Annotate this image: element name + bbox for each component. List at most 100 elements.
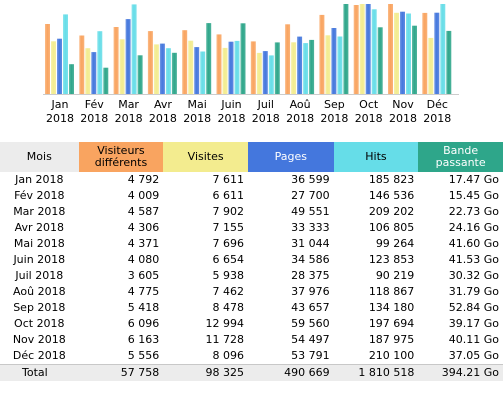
bar-bande-passante-0 — [69, 64, 74, 94]
bar-visiteurs-diff-rents-3 — [147, 31, 153, 95]
cell-visits: 7 155 — [212, 221, 244, 234]
cell-month: Nov 2018 — [12, 333, 66, 346]
table-row: Mai 2018 4 371 7 696 31 044 99 264 41.60 Go — [0, 236, 503, 252]
cell-pages: 31 044 — [291, 237, 330, 250]
table-row: Juin 2018 4 080 6 654 34 586 123 853 41.53 Go — [0, 252, 503, 268]
bar-pages-11 — [434, 12, 440, 95]
cell-bandwidth: 40.11 Go — [448, 333, 499, 346]
x-tick-year: 2018 — [355, 112, 383, 125]
bar-visiteurs-diff-rents-5 — [216, 34, 222, 94]
bar-pages-1 — [91, 52, 97, 94]
bar-visiteurs-diff-rents-7 — [285, 24, 291, 94]
cell-month: Oct 2018 — [14, 317, 65, 330]
bar-hits-10 — [406, 13, 411, 94]
bar-hits-6 — [268, 55, 274, 94]
header-visitors: Visiteurs différents — [78, 142, 164, 172]
bar-visites-9 — [359, 4, 365, 94]
bar-pages-7 — [297, 36, 303, 94]
table-row: Nov 2018 6 163 11 728 54 497 187 975 40.11 Go — [0, 332, 503, 348]
header-visits: Visites — [163, 142, 248, 172]
cell-visitors: 4 371 — [127, 237, 160, 250]
cell-visitors: 6 163 — [127, 333, 160, 346]
bar-bande-passante-2 — [137, 55, 143, 94]
bar-hits-3 — [165, 48, 171, 94]
x-tick-year: 2018 — [115, 112, 143, 125]
x-tick-month: Juin — [220, 98, 241, 111]
cell-month: Déc 2018 — [12, 349, 66, 362]
bar-hits-2 — [131, 4, 137, 94]
bar-visiteurs-diff-rents-2 — [113, 27, 119, 94]
header-bandwidth: Bande passante — [418, 142, 503, 172]
x-tick-month: Aoû — [290, 98, 311, 111]
x-tick-month: Avr — [154, 98, 172, 111]
bar-hits-1 — [97, 31, 103, 94]
cell-hits: 187 975 — [368, 333, 415, 346]
bar-visiteurs-diff-rents-10 — [388, 4, 393, 94]
cell-month: Jan 2018 — [15, 173, 64, 186]
cell-visitors: 5 556 — [127, 349, 160, 362]
cell-visits: 7 462 — [212, 285, 244, 298]
total-month: Total — [0, 364, 79, 381]
cell-hits: 209 202 — [368, 205, 415, 218]
cell-bandwidth: 24.16 Go — [448, 221, 499, 234]
bar-bande-passante-5 — [240, 23, 246, 94]
cell-bandwidth: 15.45 Go — [448, 189, 499, 202]
bar-pages-4 — [194, 47, 200, 94]
header-visitors-line2: différents — [94, 156, 148, 169]
bar-hits-9 — [371, 9, 377, 94]
cell-visitors: 4 009 — [127, 189, 160, 202]
bar-visiteurs-diff-rents-1 — [79, 35, 85, 94]
header-bandwidth-line2: passante — [435, 156, 486, 169]
cell-month: Sep 2018 — [13, 301, 66, 314]
table-row: Oct 2018 6 096 12 994 59 560 197 694 39.17 Go — [0, 316, 503, 332]
bar-visites-0 — [51, 41, 56, 94]
x-tick-month: Déc — [427, 98, 448, 111]
cell-hits: 210 100 — [368, 349, 415, 362]
cell-month: Mar 2018 — [13, 205, 66, 218]
bar-visites-2 — [119, 39, 125, 94]
bar-visites-1 — [85, 48, 91, 94]
cell-hits: 99 264 — [375, 237, 415, 250]
bar-hits-8 — [337, 36, 343, 94]
cell-bandwidth: 39.17 Go — [448, 317, 499, 330]
bar-hits-7 — [303, 43, 309, 94]
x-tick-year: 2018 — [389, 112, 417, 125]
cell-bandwidth: 22.73 Go — [448, 205, 499, 218]
bar-visiteurs-diff-rents-0 — [45, 24, 50, 94]
bar-pages-5 — [228, 41, 234, 94]
cell-visits: 8 096 — [212, 349, 244, 362]
cell-month: Avr 2018 — [14, 221, 65, 234]
header-visitors-line1: Visiteurs — [97, 144, 145, 157]
x-tick-year: 2018 — [149, 112, 177, 125]
x-tick-month: Mar — [118, 98, 139, 111]
total-bandwidth: 394.21 Go — [418, 364, 503, 381]
cell-bandwidth: 30.32 Go — [448, 269, 499, 282]
bar-pages-10 — [400, 11, 405, 95]
cell-pages: 34 586 — [291, 253, 330, 266]
bar-visites-6 — [256, 52, 262, 94]
x-tick-year: 2018 — [423, 112, 451, 125]
total-visits: 98 325 — [163, 364, 248, 381]
header-pages: Pages — [247, 142, 334, 172]
cell-hits: 90 219 — [375, 269, 415, 282]
bar-bande-passante-10 — [412, 25, 417, 95]
cell-visits: 11 728 — [205, 333, 244, 346]
bar-bande-passante-4 — [206, 23, 212, 95]
monthly-stats-table: Mois Visiteurs différents Visites Pages H… — [0, 142, 503, 381]
bar-bande-passante-6 — [274, 42, 280, 94]
bar-hits-4 — [200, 51, 206, 94]
table-row: Sep 2018 5 418 8 478 43 657 134 180 52.84 Go — [0, 300, 503, 316]
cell-hits: 106 805 — [368, 221, 415, 234]
bar-visiteurs-diff-rents-6 — [250, 41, 256, 94]
cell-bandwidth: 17.47 Go — [448, 173, 499, 186]
cell-month: Juil 2018 — [15, 269, 64, 282]
header-bandwidth-line1: Bande — [443, 144, 479, 157]
x-tick-month: Juil — [257, 98, 274, 111]
cell-visits: 8 478 — [212, 301, 244, 314]
cell-pages: 54 497 — [291, 333, 330, 346]
total-visitors: 57 758 — [78, 364, 164, 381]
cell-month: Aoû 2018 — [13, 285, 66, 298]
cell-visits: 12 994 — [205, 317, 244, 330]
bar-visites-3 — [153, 44, 159, 94]
table-row: Déc 2018 5 556 8 096 53 791 210 100 37.05 Go — [0, 348, 503, 365]
